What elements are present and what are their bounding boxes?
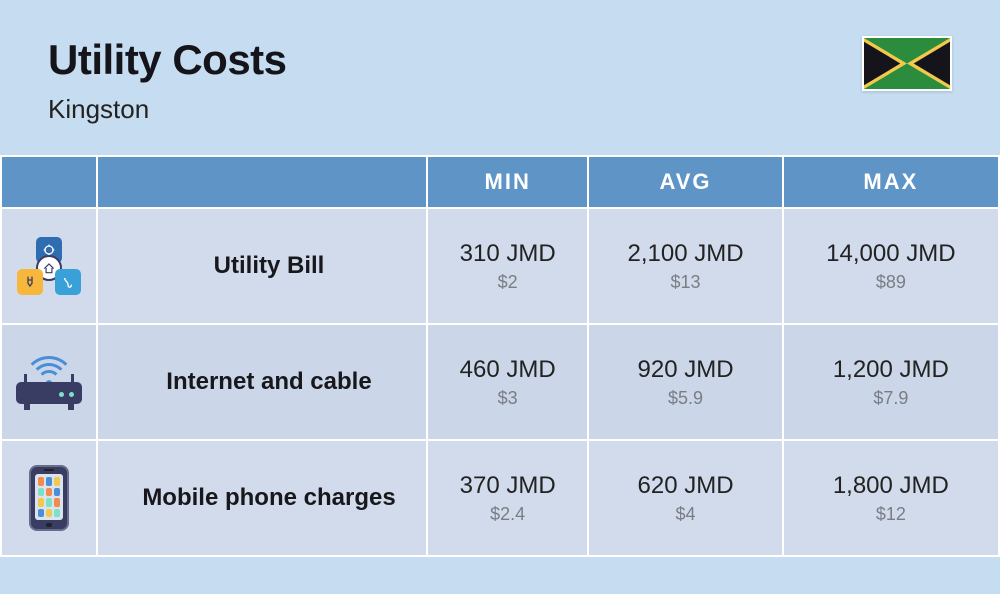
cell-avg: 920 JMD $5.9	[588, 324, 782, 440]
value-secondary: $2.4	[428, 504, 587, 525]
value-secondary: $2	[428, 272, 587, 293]
col-min: MIN	[427, 156, 588, 208]
value-secondary: $3	[428, 388, 587, 409]
cell-avg: 2,100 JMD $13	[588, 208, 782, 324]
cell-min: 370 JMD $2.4	[427, 440, 588, 556]
utility-bill-icon	[17, 237, 81, 295]
value-primary: 920 JMD	[589, 356, 781, 384]
value-primary: 2,100 JMD	[589, 240, 781, 268]
title-block: Utility Costs Kingston	[48, 36, 287, 125]
value-primary: 1,200 JMD	[784, 356, 998, 384]
value-primary: 370 JMD	[428, 472, 587, 500]
cell-max: 14,000 JMD $89	[783, 208, 999, 324]
router-icon	[14, 354, 84, 410]
cell-max: 1,200 JMD $7.9	[783, 324, 999, 440]
table-row: Internet and cable 460 JMD $3 920 JMD $5…	[1, 324, 999, 440]
header: Utility Costs Kingston	[0, 0, 1000, 155]
row-label: Utility Bill	[97, 208, 427, 324]
row-label: Mobile phone charges	[97, 440, 427, 556]
value-secondary: $89	[784, 272, 998, 293]
col-label	[97, 156, 427, 208]
page-title: Utility Costs	[48, 36, 287, 84]
row-icon-cell	[1, 440, 97, 556]
cell-avg: 620 JMD $4	[588, 440, 782, 556]
table-header-row: MIN AVG MAX	[1, 156, 999, 208]
cell-max: 1,800 JMD $12	[783, 440, 999, 556]
value-primary: 14,000 JMD	[784, 240, 998, 268]
costs-table: MIN AVG MAX Utility Bill 310 JMD	[0, 155, 1000, 557]
value-primary: 460 JMD	[428, 356, 587, 384]
value-primary: 620 JMD	[589, 472, 781, 500]
col-avg: AVG	[588, 156, 782, 208]
row-label: Internet and cable	[97, 324, 427, 440]
jamaica-flag-icon	[862, 36, 952, 91]
value-secondary: $5.9	[589, 388, 781, 409]
value-secondary: $13	[589, 272, 781, 293]
table-row: Mobile phone charges 370 JMD $2.4 620 JM…	[1, 440, 999, 556]
table-row: Utility Bill 310 JMD $2 2,100 JMD $13 14…	[1, 208, 999, 324]
col-max: MAX	[783, 156, 999, 208]
row-icon-cell	[1, 208, 97, 324]
value-secondary: $7.9	[784, 388, 998, 409]
col-icon	[1, 156, 97, 208]
value-primary: 1,800 JMD	[784, 472, 998, 500]
page-subtitle: Kingston	[48, 94, 287, 125]
row-icon-cell	[1, 324, 97, 440]
value-primary: 310 JMD	[428, 240, 587, 268]
value-secondary: $12	[784, 504, 998, 525]
value-secondary: $4	[589, 504, 781, 525]
cell-min: 460 JMD $3	[427, 324, 588, 440]
cell-min: 310 JMD $2	[427, 208, 588, 324]
mobile-phone-icon	[29, 465, 69, 531]
